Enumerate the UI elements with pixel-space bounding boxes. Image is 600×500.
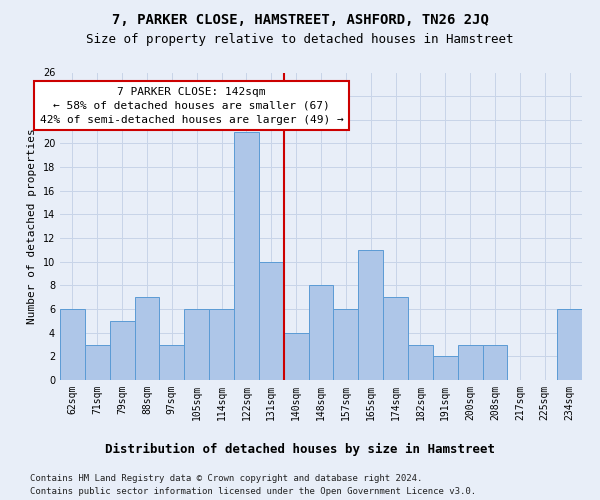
Text: Size of property relative to detached houses in Hamstreet: Size of property relative to detached ho…	[86, 32, 514, 46]
Bar	[557, 309, 582, 380]
Bar	[209, 309, 234, 380]
Bar	[383, 297, 408, 380]
Bar	[60, 309, 85, 380]
Text: Contains HM Land Registry data © Crown copyright and database right 2024.: Contains HM Land Registry data © Crown c…	[30, 474, 422, 483]
Bar	[134, 297, 160, 380]
Bar	[85, 344, 110, 380]
Bar	[358, 250, 383, 380]
Bar	[308, 286, 334, 380]
Text: 7 PARKER CLOSE: 142sqm
← 58% of detached houses are smaller (67)
42% of semi-det: 7 PARKER CLOSE: 142sqm ← 58% of detached…	[40, 86, 344, 124]
Text: Distribution of detached houses by size in Hamstreet: Distribution of detached houses by size …	[105, 442, 495, 456]
Bar	[334, 309, 358, 380]
Bar	[482, 344, 508, 380]
Bar	[160, 344, 184, 380]
Bar	[234, 132, 259, 380]
Bar	[458, 344, 482, 380]
Bar	[184, 309, 209, 380]
Bar	[284, 332, 308, 380]
Bar	[110, 321, 134, 380]
Text: 7, PARKER CLOSE, HAMSTREET, ASHFORD, TN26 2JQ: 7, PARKER CLOSE, HAMSTREET, ASHFORD, TN2…	[112, 12, 488, 26]
Text: Contains public sector information licensed under the Open Government Licence v3: Contains public sector information licen…	[30, 488, 476, 496]
Bar	[433, 356, 458, 380]
Bar	[408, 344, 433, 380]
Y-axis label: Number of detached properties: Number of detached properties	[27, 128, 37, 324]
Bar	[259, 262, 284, 380]
